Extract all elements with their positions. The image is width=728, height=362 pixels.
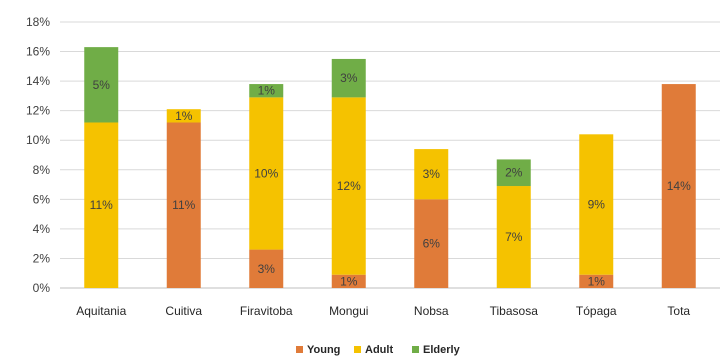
- bar-segment-young: [249, 249, 284, 288]
- bar-segment-adult: [84, 122, 119, 288]
- bar-segment-elderly: [249, 84, 284, 98]
- bar-segment-adult: [414, 149, 449, 200]
- y-tick-label: 8%: [33, 163, 51, 177]
- y-tick-label: 18%: [26, 15, 50, 29]
- gridlines: [60, 21, 720, 289]
- bar-segment-adult: [579, 134, 614, 275]
- bar-segment-young: [661, 84, 696, 288]
- legend-label: Elderly: [423, 344, 461, 356]
- legend-label: Young: [307, 344, 340, 356]
- data-label: 9%: [588, 198, 606, 212]
- data-label: 3%: [258, 262, 276, 276]
- data-label: 3%: [340, 71, 358, 85]
- bar-segment-adult: [166, 109, 201, 123]
- y-tick-label: 12%: [26, 104, 50, 118]
- data-label: 2%: [505, 166, 523, 180]
- data-label: 3%: [423, 167, 441, 181]
- x-category-label: Nobsa: [414, 304, 449, 318]
- y-tick-label: 14%: [26, 74, 50, 88]
- data-label: 1%: [258, 84, 276, 98]
- legend-label: Adult: [365, 344, 393, 356]
- data-label: 1%: [175, 109, 193, 123]
- x-category-label: Tópaga: [576, 304, 617, 318]
- x-category-label: Tibasosa: [490, 304, 539, 318]
- bar-segment-elderly: [496, 159, 531, 187]
- x-category-label: Aquitania: [76, 304, 126, 318]
- bar-segment-young: [579, 274, 614, 288]
- y-tick-label: 16%: [26, 45, 50, 59]
- bar-segment-elderly: [84, 47, 119, 123]
- x-category-label: Mongui: [329, 304, 368, 318]
- legend-swatch-adult: [354, 346, 361, 353]
- y-tick-label: 4%: [33, 222, 51, 236]
- data-label: 6%: [423, 237, 441, 251]
- data-label: 11%: [172, 198, 195, 212]
- bar-stacks: 11% 5% 11% 1% 3% 10% 1% 1% 12% 3% 6% 3% 7% 2% 1% 9% 14%: [84, 47, 696, 288]
- data-label: 1%: [588, 274, 606, 288]
- y-tick-label: 2%: [33, 251, 51, 265]
- data-label: 5%: [93, 78, 111, 92]
- data-label: 10%: [254, 166, 278, 180]
- data-label: 7%: [505, 230, 523, 244]
- bar-segment-young: [414, 199, 449, 288]
- data-label: 14%: [667, 179, 691, 193]
- x-axis-category-labels: Aquitania Cuitiva Firavitoba Mongui Nobsa Tib…: [76, 304, 690, 318]
- data-label: 1%: [340, 274, 358, 288]
- y-axis-tick-labels: 0% 2% 4% 6% 8% 10% 12% 14% 16% 18%: [26, 15, 50, 295]
- x-category-label: Tota: [667, 304, 690, 318]
- data-label: 11%: [90, 198, 113, 212]
- y-tick-label: 0%: [33, 281, 51, 295]
- legend-swatch-elderly: [412, 346, 419, 353]
- bar-segment-adult: [496, 186, 531, 288]
- bar-segment-adult: [249, 97, 284, 250]
- y-tick-label: 6%: [33, 192, 51, 206]
- y-tick-label: 10%: [26, 133, 50, 147]
- bar-segment-adult: [331, 97, 366, 275]
- x-category-label: Cuitiva: [165, 304, 202, 318]
- legend-swatch-young: [296, 346, 303, 353]
- bar-segment-young: [166, 122, 201, 288]
- legend: Young Adult Elderly: [296, 344, 461, 356]
- bar-segment-elderly: [331, 58, 366, 98]
- x-category-label: Firavitoba: [240, 304, 293, 318]
- bar-segment-young: [331, 274, 366, 288]
- data-label: 12%: [337, 179, 361, 193]
